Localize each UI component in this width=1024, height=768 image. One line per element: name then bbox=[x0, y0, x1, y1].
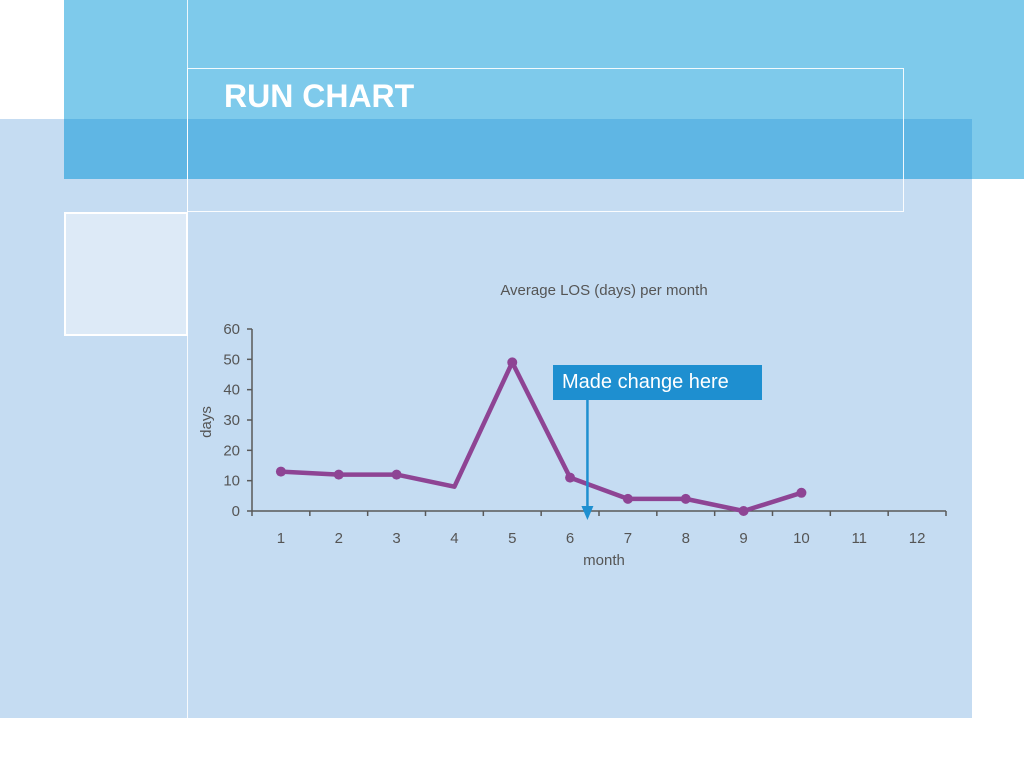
data-point bbox=[738, 506, 749, 516]
x-tick-label: 10 bbox=[793, 530, 810, 547]
series-line bbox=[278, 360, 804, 514]
x-tick-label: 12 bbox=[909, 530, 926, 547]
decorative-square bbox=[64, 212, 188, 336]
data-point bbox=[391, 469, 402, 480]
x-tick-label: 7 bbox=[624, 530, 632, 547]
header-band-accent bbox=[64, 119, 972, 179]
x-tick-label: 11 bbox=[851, 530, 867, 547]
x-tick-label: 1 bbox=[277, 530, 285, 547]
x-tick-label: 2 bbox=[335, 530, 343, 547]
y-tick-label: 10 bbox=[223, 473, 240, 490]
data-point bbox=[565, 472, 576, 483]
y-axis-label: days bbox=[198, 406, 215, 438]
x-tick-label: 4 bbox=[450, 530, 458, 547]
data-point bbox=[622, 493, 633, 504]
title-frame bbox=[187, 68, 904, 212]
data-point bbox=[680, 493, 691, 504]
x-axis-label: month bbox=[583, 552, 625, 569]
y-tick-label: 20 bbox=[223, 442, 240, 459]
x-tick-label: 8 bbox=[682, 530, 690, 547]
y-tick-label: 40 bbox=[223, 382, 240, 399]
x-tick-label: 6 bbox=[566, 530, 574, 547]
y-axis: 0 10 20 30 40 50 60 bbox=[223, 321, 253, 520]
y-tick-label: 60 bbox=[223, 321, 240, 338]
x-axis: 1 2 3 4 5 6 7 8 9 10 11 12 bbox=[251, 510, 947, 547]
data-point bbox=[275, 466, 286, 477]
x-tick-label: 5 bbox=[508, 530, 516, 547]
data-point bbox=[507, 357, 518, 368]
y-tick-label: 0 bbox=[232, 503, 240, 520]
data-point bbox=[796, 487, 807, 498]
series-avg-los bbox=[275, 357, 807, 516]
x-tick-label: 9 bbox=[739, 530, 747, 547]
chart-title: Average LOS (days) per month bbox=[500, 282, 707, 299]
x-tick-label: 3 bbox=[392, 530, 400, 547]
y-tick-label: 30 bbox=[223, 412, 240, 429]
page-title: RUN CHART bbox=[224, 78, 415, 114]
vertical-divider bbox=[187, 0, 188, 718]
annotation-arrow bbox=[581, 400, 594, 520]
y-tick-label: 50 bbox=[223, 351, 240, 368]
data-point bbox=[333, 469, 344, 480]
annotation-callout: Made change here bbox=[553, 365, 762, 400]
annotation-arrow-head bbox=[581, 506, 594, 520]
